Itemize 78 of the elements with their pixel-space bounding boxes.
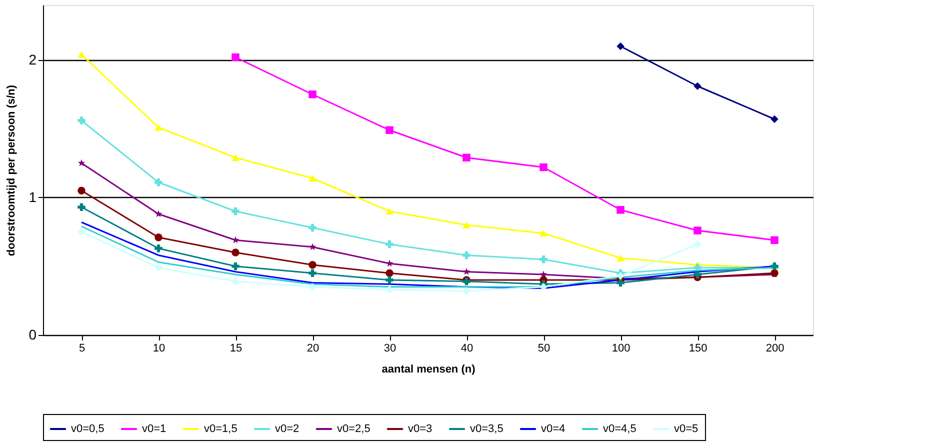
point (694, 240, 702, 248)
point (232, 248, 240, 256)
x-tick-label: 50 (538, 342, 550, 354)
x-tick-label: 20 (306, 342, 320, 354)
point (154, 178, 162, 186)
point (540, 163, 548, 172)
x-tick-label: 15 (230, 342, 242, 354)
point (462, 268, 470, 275)
point (78, 51, 86, 58)
point (308, 90, 316, 98)
point (232, 154, 240, 161)
point (154, 234, 162, 242)
point (78, 116, 86, 124)
point (154, 210, 162, 218)
point (308, 261, 316, 269)
point (540, 230, 548, 237)
point (154, 244, 162, 252)
point (308, 174, 316, 182)
legend-label: v0=2,5 (337, 423, 370, 435)
point (462, 222, 470, 228)
x-tick-label: 30 (384, 342, 396, 354)
point (540, 256, 548, 264)
legend-label: v0=1 (142, 423, 166, 435)
point (78, 203, 86, 211)
x-tick-label: 150 (688, 342, 708, 354)
x-tick-label: 200 (766, 342, 784, 354)
x-tick-label: 5 (78, 342, 86, 354)
y-axis-title: doorstroomtijd per persoon (s/n) (6, 84, 18, 256)
point (694, 226, 702, 234)
point (770, 236, 778, 244)
point (694, 82, 702, 90)
point (308, 283, 316, 291)
x-axis-title: aantal mensen (n) (382, 364, 476, 376)
point (78, 186, 86, 194)
point (386, 260, 394, 267)
legend-label: v0=4 (541, 423, 566, 435)
point (386, 276, 394, 284)
y-tick-label: 2 (28, 52, 37, 68)
point (386, 240, 394, 248)
point (386, 286, 394, 294)
point (616, 206, 624, 214)
point (462, 251, 470, 260)
point (308, 269, 316, 277)
point (462, 154, 470, 162)
point (232, 262, 240, 270)
point (308, 243, 316, 250)
x-tick-label: 100 (612, 342, 630, 354)
point (616, 272, 624, 280)
point (694, 264, 702, 272)
point (616, 254, 624, 262)
point (78, 228, 86, 236)
legend-label: v0=4,5 (603, 423, 636, 435)
point (386, 208, 394, 215)
point (616, 42, 624, 50)
legend-label: v0=3 (408, 423, 432, 435)
point (78, 159, 86, 166)
point (694, 270, 702, 278)
point (154, 264, 162, 272)
point (770, 115, 778, 123)
legend-label: v0=0,5 (71, 423, 104, 435)
y-tick-label: 1 (28, 189, 37, 205)
point (386, 126, 394, 134)
point (154, 124, 162, 131)
legend-label: v0=1,5 (204, 423, 238, 435)
x-tick-label: 40 (460, 342, 474, 354)
legend-label: v0=3,5 (470, 423, 504, 435)
point (540, 283, 548, 291)
point (232, 207, 240, 216)
x-tick-label: 10 (152, 342, 166, 354)
point (308, 224, 316, 232)
point (232, 53, 240, 62)
point (616, 278, 624, 287)
legend-label: v0=2 (275, 423, 300, 435)
point (462, 287, 470, 295)
y-tick-label: 0 (28, 326, 37, 342)
point (386, 269, 394, 277)
point (232, 278, 240, 286)
legend-label: v0=5 (674, 423, 698, 435)
